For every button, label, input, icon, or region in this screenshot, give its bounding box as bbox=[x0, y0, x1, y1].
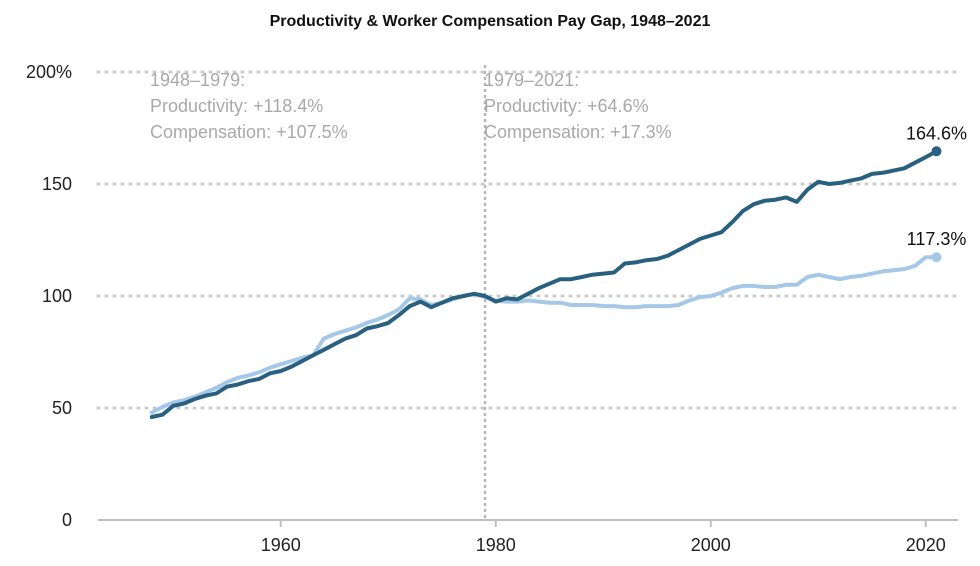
series-line-productivity bbox=[149, 149, 939, 419]
y-tick-label: 0 bbox=[62, 510, 72, 530]
end-label-productivity: 164.6% bbox=[906, 123, 967, 143]
end-labels: 117.3% 164.6% bbox=[906, 123, 967, 249]
y-tick-label: 50 bbox=[52, 398, 72, 418]
y-tick-label: 100 bbox=[42, 286, 72, 306]
y-tick-label: 200% bbox=[26, 62, 72, 82]
series-line-compensation bbox=[149, 255, 939, 415]
annotation-line: 1979–2021: bbox=[484, 70, 579, 90]
annotation-line: 1948–1979: bbox=[150, 70, 245, 90]
annotation-line: Productivity: +64.6% bbox=[484, 96, 649, 116]
end-point-productivity bbox=[931, 146, 942, 157]
annotation-line: Compensation: +107.5% bbox=[150, 122, 348, 142]
series-layer bbox=[149, 146, 942, 419]
x-tick-label: 2020 bbox=[906, 535, 946, 555]
y-tick-label: 150 bbox=[42, 174, 72, 194]
end-label-compensation: 117.3% bbox=[907, 229, 967, 249]
x-tick-label: 1980 bbox=[476, 535, 516, 555]
period-annotations: 1948–1979: Productivity: +118.4% Compensat… bbox=[150, 70, 672, 142]
axes: 0 50 100 150 200% 1960 1980 2000 2020 bbox=[26, 62, 958, 555]
annotation-line: Compensation: +17.3% bbox=[484, 122, 672, 142]
annotation-line: Productivity: +118.4% bbox=[150, 96, 323, 116]
gridlines bbox=[96, 70, 960, 410]
x-tick-label: 1960 bbox=[261, 535, 301, 555]
end-point-compensation bbox=[931, 252, 942, 263]
x-tick-label: 2000 bbox=[691, 535, 731, 555]
annotation-block: 1948–1979: Productivity: +118.4% Compensat… bbox=[150, 70, 348, 142]
annotation-block: 1979–2021: Productivity: +64.6% Compensati… bbox=[484, 70, 672, 142]
chart-title: Productivity & Worker Compensation Pay G… bbox=[270, 13, 711, 30]
